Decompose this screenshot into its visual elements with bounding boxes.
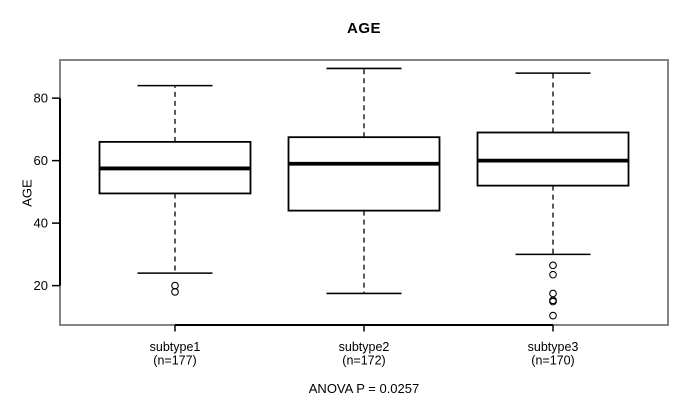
group-label-subtype1: subtype1 xyxy=(150,340,201,354)
group-label-subtype2: subtype2 xyxy=(339,340,390,354)
outlier-point-subtype3 xyxy=(549,289,557,298)
plot-marks: 20 40 60 80 xyxy=(34,59,669,332)
y-tick-label: 60 xyxy=(34,153,48,168)
chart-title: AGE xyxy=(346,20,381,37)
y-tick-label: 80 xyxy=(34,91,48,106)
group-count-subtype2: (n=172) xyxy=(342,354,385,368)
iqr-box-subtype2 xyxy=(287,136,441,212)
outlier-point-subtype3 xyxy=(549,297,557,306)
outlier-point-subtype3 xyxy=(549,270,557,279)
outlier-point-subtype3 xyxy=(549,261,557,270)
y-tick-label: 20 xyxy=(34,278,48,293)
anova-annotation: ANOVA P = 0.0257 xyxy=(308,381,420,396)
outlier-point-subtype1 xyxy=(171,288,179,296)
group-count-subtype3: (n=170) xyxy=(531,354,574,368)
outlier-point-subtype1 xyxy=(171,281,179,290)
group-label-subtype3: subtype3 xyxy=(528,340,579,354)
outlier-point-subtype3 xyxy=(549,311,557,320)
group-count-subtype1: (n=177) xyxy=(153,354,196,368)
y-tick-label: 40 xyxy=(34,216,48,231)
